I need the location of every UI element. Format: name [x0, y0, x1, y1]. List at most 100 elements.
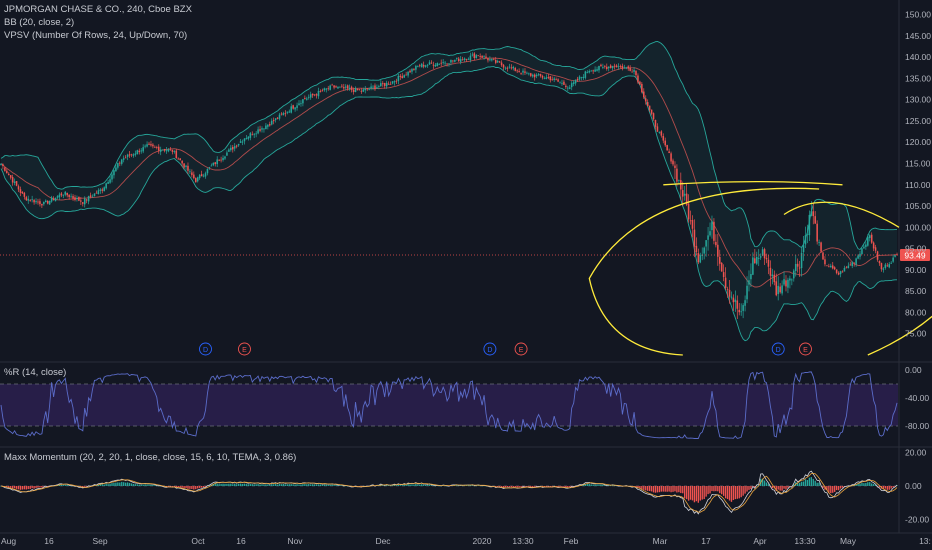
candle-body — [212, 162, 215, 166]
candle-body — [381, 83, 384, 85]
candle-body — [80, 200, 82, 202]
momentum-bar — [389, 485, 392, 487]
candle-body — [370, 86, 372, 89]
momentum-bar — [674, 485, 676, 492]
momentum-bar — [19, 485, 22, 490]
time-tick-label: May — [840, 536, 857, 546]
candle-body — [810, 211, 813, 216]
candle-body — [391, 81, 394, 84]
candle-body — [763, 249, 766, 259]
candle-body — [740, 311, 742, 313]
candle-body — [46, 201, 49, 204]
candle-body — [691, 219, 694, 229]
candle-body — [463, 58, 466, 61]
candle-body — [446, 63, 448, 65]
momentum-bar — [818, 482, 820, 486]
momentum-bar — [863, 483, 865, 486]
momentum-bar — [717, 485, 719, 492]
momentum-bar — [257, 484, 259, 486]
wr-tick-label: -40.00 — [905, 393, 929, 403]
momentum-bar — [810, 477, 812, 486]
momentum-bar — [35, 485, 37, 488]
candle-body — [152, 144, 154, 147]
candle-body — [670, 153, 672, 162]
momentum-bar — [746, 485, 748, 492]
candle-body — [456, 57, 458, 59]
time-tick-label: Apr — [753, 536, 766, 546]
candle-body — [13, 181, 16, 183]
momentum-bar — [779, 485, 781, 491]
momentum-bar — [195, 485, 197, 490]
event-marker-label: E — [242, 347, 247, 354]
candle-body — [865, 244, 867, 247]
candle-body — [514, 68, 517, 71]
candle-body — [806, 233, 809, 235]
vpsv-indicator-label[interactable]: VPSV (Number Of Rows, 24, Up/Down, 70) — [4, 30, 188, 41]
candle-body — [568, 87, 571, 89]
candle-body — [405, 74, 407, 76]
candle-body — [15, 181, 18, 186]
candle-body — [506, 67, 509, 69]
candle-body — [861, 248, 863, 255]
williams-r-label[interactable]: %R (14, close) — [4, 367, 67, 378]
candle-body — [820, 242, 822, 252]
candle-body — [70, 196, 72, 198]
candle-body — [362, 89, 365, 92]
momentum-bar — [117, 482, 119, 486]
momentum-bar — [637, 485, 639, 489]
candle-body — [17, 186, 20, 190]
candle-body — [465, 58, 468, 60]
momentum-bar — [273, 484, 275, 486]
momentum-bar — [444, 485, 446, 487]
candle-body — [194, 178, 197, 183]
candle-body — [280, 113, 283, 115]
bb-indicator-label[interactable]: BB (20, close, 2) — [4, 17, 75, 28]
momentum-bar — [319, 484, 322, 486]
candle-body — [210, 165, 213, 167]
momentum-bar — [39, 485, 41, 488]
candle-body — [781, 285, 783, 294]
momentum-bar — [730, 485, 733, 502]
candle-body — [796, 263, 799, 267]
candle-body — [126, 154, 129, 157]
momentum-bar — [409, 484, 411, 486]
momentum-bar — [282, 483, 285, 486]
momentum-bar — [516, 485, 518, 488]
candle-body — [715, 241, 717, 246]
candle-body — [882, 268, 885, 270]
candle-body — [450, 59, 452, 63]
candle-body — [855, 258, 857, 265]
momentum-bar — [310, 484, 312, 486]
candle-body — [755, 256, 758, 264]
event-marker-label: D — [487, 347, 492, 354]
candle-body — [617, 66, 620, 68]
candle-body — [154, 146, 156, 148]
candle-body — [650, 109, 653, 114]
momentum-bar — [253, 484, 255, 486]
candle-body — [662, 135, 665, 141]
candle-body — [78, 196, 80, 201]
momentum-bar — [463, 485, 466, 486]
momentum-bar — [202, 485, 205, 488]
candle-body — [607, 66, 610, 69]
candle-body — [120, 159, 123, 164]
candle-body — [742, 305, 744, 311]
momentum-bar — [498, 485, 501, 487]
candle-body — [609, 65, 612, 68]
momentum-bar — [528, 485, 530, 487]
momentum-bar — [198, 485, 201, 488]
momentum-label[interactable]: Maxx Momentum (20, 2, 20, 1, close, clos… — [4, 452, 297, 463]
bollinger-upper — [0, 41, 897, 251]
candle-body — [249, 133, 252, 138]
candle-body — [798, 267, 801, 269]
candle-body — [111, 174, 113, 180]
candle-body — [296, 105, 298, 108]
momentum-bar — [15, 485, 18, 489]
candle-body — [720, 262, 723, 272]
candle-body — [350, 86, 353, 90]
price-tick-label: 140.00 — [905, 52, 931, 62]
candle-body — [643, 91, 645, 98]
momentum-bar — [232, 484, 234, 486]
